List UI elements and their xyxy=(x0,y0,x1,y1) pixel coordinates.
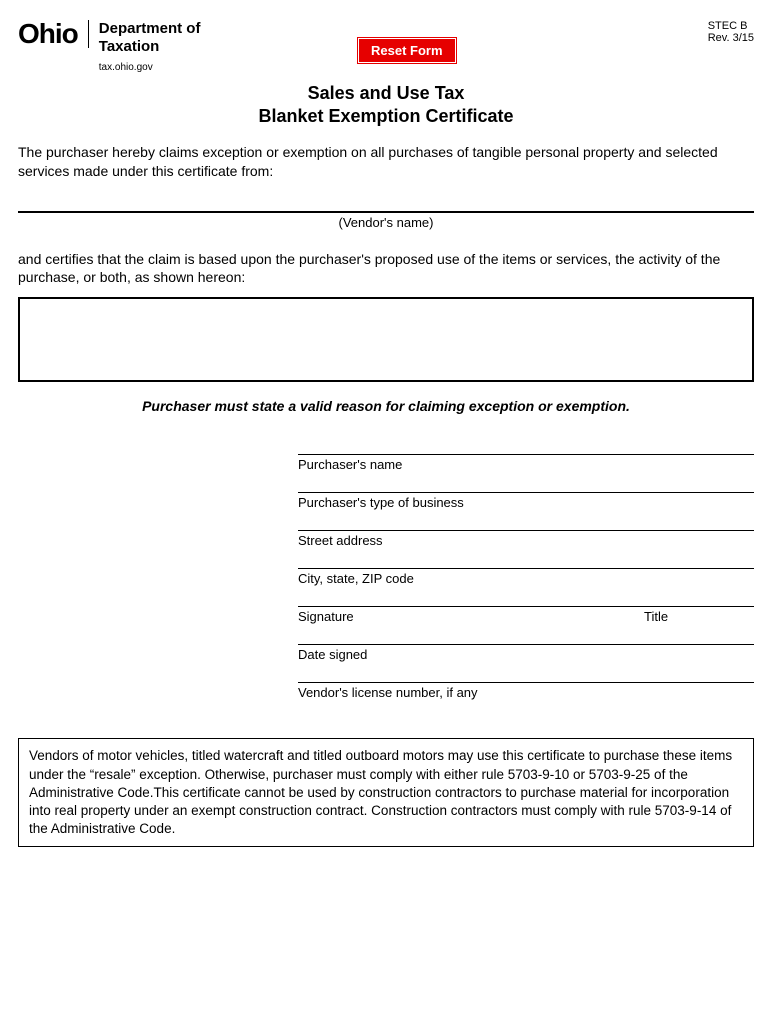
title-line2: Blanket Exemption Certificate xyxy=(18,105,754,128)
instruction-text: Purchaser must state a valid reason for … xyxy=(18,398,754,414)
reason-input-box[interactable] xyxy=(18,297,754,382)
street-label: Street address xyxy=(298,531,754,566)
logo-block: Ohio Department of Taxation tax.ohio.gov xyxy=(18,20,200,74)
city-state-zip-label: City, state, ZIP code xyxy=(298,569,754,604)
purchaser-fields: Purchaser's name Purchaser's type of bus… xyxy=(298,454,754,708)
page-title: Sales and Use Tax Blanket Exemption Cert… xyxy=(18,82,754,129)
business-type-label: Purchaser's type of business xyxy=(298,493,754,528)
vendor-name-label: (Vendor's name) xyxy=(18,215,754,230)
dept-line2: Taxation xyxy=(99,38,201,56)
tax-url: tax.ohio.gov xyxy=(99,62,201,74)
title-line1: Sales and Use Tax xyxy=(18,82,754,105)
form-code: STEC B xyxy=(708,20,754,32)
purchaser-name-label: Purchaser's name xyxy=(298,455,754,490)
vendor-license-label: Vendor's license number, if any xyxy=(298,683,754,708)
dept-line1: Department of xyxy=(99,20,201,38)
ohio-logo: Ohio xyxy=(18,20,89,48)
footer-notice: Vendors of motor vehicles, titled waterc… xyxy=(18,738,754,847)
title-label: Title xyxy=(644,609,754,624)
form-id: STEC B Rev. 3/15 xyxy=(708,20,754,44)
department-name: Department of Taxation tax.ohio.gov xyxy=(89,20,201,74)
reset-form-button[interactable]: Reset Form xyxy=(358,38,456,63)
date-label: Date signed xyxy=(298,645,754,680)
vendor-name-line[interactable] xyxy=(18,211,754,213)
form-revision: Rev. 3/15 xyxy=(708,32,754,44)
intro-paragraph: The purchaser hereby claims exception or… xyxy=(18,143,754,181)
certify-paragraph: and certifies that the claim is based up… xyxy=(18,250,754,288)
signature-label: Signature xyxy=(298,609,644,624)
header: Ohio Department of Taxation tax.ohio.gov… xyxy=(18,20,754,74)
